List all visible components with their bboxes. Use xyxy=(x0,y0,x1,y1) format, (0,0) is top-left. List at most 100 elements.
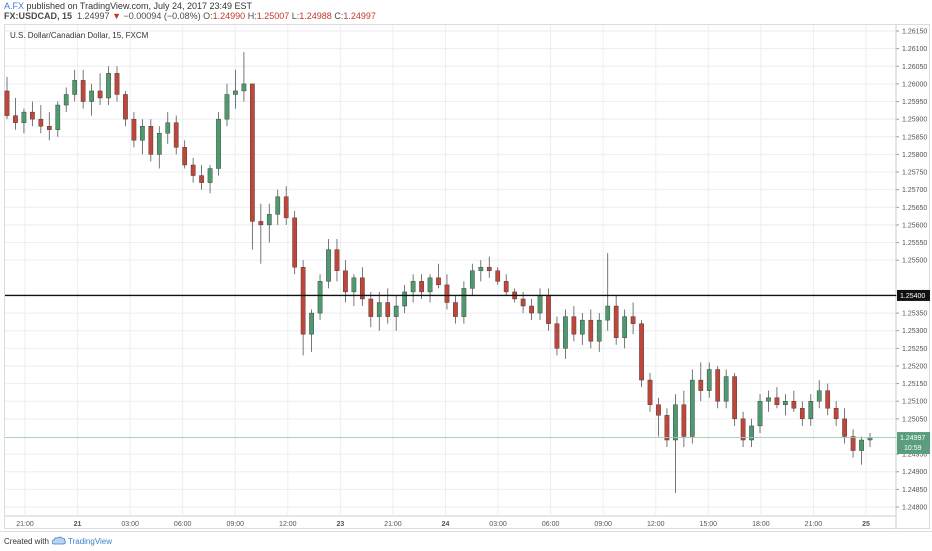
candle-body xyxy=(453,302,458,317)
candle-body xyxy=(173,122,179,148)
y-tick-label: 1.24900 xyxy=(902,469,927,476)
y-tick-label: 1.25900 xyxy=(902,117,927,124)
y-tick-label: 1.26000 xyxy=(902,81,927,88)
candle-body xyxy=(21,111,27,123)
candle-body xyxy=(266,214,272,226)
candle-body xyxy=(13,115,18,123)
candle-body xyxy=(241,83,247,92)
candle-body xyxy=(579,319,585,335)
low-label: L: xyxy=(291,11,300,21)
candle-body xyxy=(563,316,568,349)
ohlc-line: FX:USDCAD, 15 1.24997 ▼ −0.00094 (−0.08%… xyxy=(4,11,376,21)
candle-body xyxy=(207,168,213,183)
candle-body xyxy=(55,104,61,130)
candle-body xyxy=(376,302,382,317)
candle-body xyxy=(664,415,670,441)
candle-body xyxy=(165,122,171,134)
y-tick-label: 1.25050 xyxy=(902,416,927,423)
candle-body xyxy=(4,90,10,116)
x-tick-label: 23 xyxy=(336,521,344,528)
candle-body xyxy=(689,379,695,437)
bar-countdown-label: 10:59 xyxy=(904,445,922,452)
y-tick-label: 1.24800 xyxy=(902,505,927,512)
candle-body xyxy=(622,316,627,338)
x-tick-label: 09:00 xyxy=(226,521,244,528)
x-tick-label: 21:00 xyxy=(384,521,402,528)
y-tick-label: 1.25800 xyxy=(902,152,927,159)
publish-header: A.FX published on TradingView.com, July … xyxy=(0,0,932,22)
candle-body xyxy=(596,319,602,342)
candle-body xyxy=(275,196,281,215)
candle-body xyxy=(190,164,196,176)
candle-body xyxy=(224,94,230,120)
y-tick-label: 1.25600 xyxy=(902,222,927,229)
candle-body xyxy=(613,305,619,338)
chart-title: U.S. Dollar/Canadian Dollar, 15, FXCM xyxy=(10,31,149,40)
x-tick-label: 12:00 xyxy=(647,521,665,528)
price-change: −0.00094 (−0.08%) xyxy=(123,11,201,21)
candle-body xyxy=(114,73,120,95)
chart-frame[interactable] xyxy=(4,24,930,529)
candle-body xyxy=(774,397,780,405)
candle-body xyxy=(156,133,162,155)
candle-body xyxy=(283,196,289,219)
candle-body xyxy=(816,390,822,402)
candle-body xyxy=(503,281,509,293)
candle-body xyxy=(97,90,103,99)
candle-body xyxy=(698,379,704,391)
current-price-label: 1.24997 xyxy=(900,435,925,442)
published-text: published on TradingView.com, July 24, 2… xyxy=(26,1,253,11)
y-tick-label: 1.25850 xyxy=(902,134,927,141)
candle-body xyxy=(850,436,856,451)
candle-body xyxy=(588,319,594,342)
x-tick-label: 03:00 xyxy=(121,521,139,528)
candle-body xyxy=(250,83,255,222)
candle-body xyxy=(740,418,746,441)
y-tick-label: 1.26150 xyxy=(902,29,927,36)
candle-body xyxy=(309,312,314,335)
candle-body xyxy=(402,291,408,307)
low-value: 1.24988 xyxy=(299,11,332,21)
candle-body xyxy=(647,379,653,405)
candle-body xyxy=(148,125,154,155)
y-tick-label: 1.25200 xyxy=(902,363,927,370)
y-tick-label: 1.25150 xyxy=(902,381,927,388)
candle-body xyxy=(469,270,475,289)
candle-body xyxy=(360,277,365,300)
candle-body xyxy=(123,94,128,120)
x-tick-label: 24 xyxy=(442,521,450,528)
candle-body xyxy=(326,249,331,282)
candle-body xyxy=(757,401,763,427)
y-tick-label: 1.25950 xyxy=(902,99,927,106)
y-tick-label: 1.25750 xyxy=(902,170,927,177)
candle-body xyxy=(554,323,560,349)
candle-body xyxy=(199,175,204,183)
y-tick-label: 1.24950 xyxy=(902,452,927,459)
candle-body xyxy=(317,281,323,314)
candle-body xyxy=(461,288,467,317)
tradingview-cloud-icon xyxy=(52,536,66,545)
candlestick-chart[interactable]: 1.26150 1.26100 1.26050 1.26000 1.25950 1.259… xyxy=(0,0,932,531)
tradingview-brand-link[interactable]: TradingView xyxy=(68,537,113,546)
author-link[interactable]: A.FX xyxy=(4,1,25,11)
x-tick-label: 06:00 xyxy=(542,521,560,528)
y-tick-label: 1.25650 xyxy=(902,205,927,212)
high-label: H: xyxy=(247,11,257,21)
candle-body xyxy=(529,305,534,314)
candle-body xyxy=(80,80,86,102)
x-tick-label: 21:00 xyxy=(16,521,34,528)
candle-body xyxy=(106,73,111,99)
y-tick-label: 1.26050 xyxy=(902,64,927,71)
candle-body xyxy=(706,369,712,391)
candle-body xyxy=(766,397,771,402)
candle-body xyxy=(38,118,44,127)
y-tick-label: 1.24850 xyxy=(902,487,927,494)
candle-body xyxy=(656,404,661,416)
high-value: 1.25007 xyxy=(256,11,290,21)
down-arrow-icon: ▼ xyxy=(112,11,122,21)
candle-body xyxy=(140,125,145,141)
candle-body xyxy=(783,401,788,405)
candle-body xyxy=(334,249,340,271)
x-tick-label: 09:00 xyxy=(594,521,612,528)
candle-body xyxy=(444,284,450,303)
